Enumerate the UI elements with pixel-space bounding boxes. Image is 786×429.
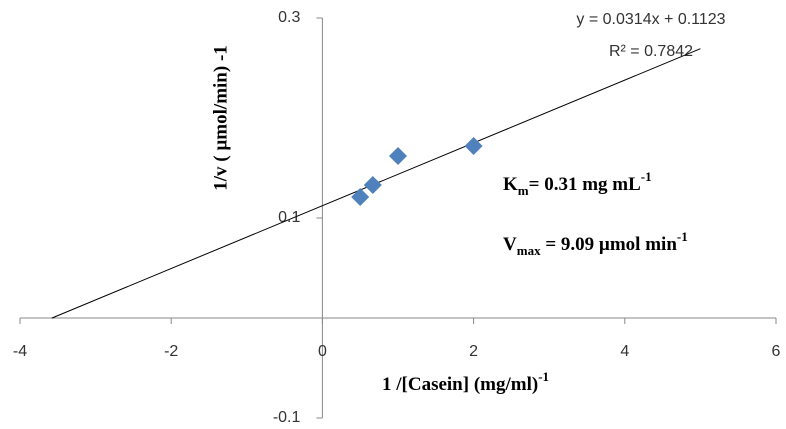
km-text: = 0.31 mg mL (529, 174, 641, 195)
equation: y = 0.0314x + 0.1123 (576, 11, 725, 28)
vmax-text: = 9.09 µmol min (541, 234, 678, 255)
y-axis-label: 1/v ( µmol/min) -1 (210, 45, 231, 191)
km-annotation: Km= 0.31 mg mL-1 (503, 169, 652, 198)
x-axis-label-text: 1 /[Casein] (mg/ml) (382, 374, 538, 395)
x-tick-label: 0 (318, 343, 327, 360)
vmax-symbol: V (503, 234, 517, 255)
vmax-sub: max (517, 243, 541, 258)
x-axis-label: 1 /[Casein] (mg/ml)-1 (382, 369, 549, 395)
x-tick-label: -4 (13, 343, 27, 360)
x-tick-label: 2 (469, 343, 478, 360)
km-sub: m (518, 183, 529, 198)
data-point (389, 147, 407, 165)
km-symbol: K (503, 174, 518, 195)
y-tick-label: 0.3 (278, 9, 300, 26)
data-point (464, 137, 483, 155)
km-sup: -1 (641, 169, 652, 184)
x-tick-label: 6 (772, 343, 781, 360)
r-squared: R² = 0.7842 (609, 43, 693, 60)
data-point (351, 188, 370, 206)
data-point (363, 176, 382, 194)
y-tick-label: 0.1 (278, 209, 300, 226)
vmax-annotation: Vmax = 9.09 µmol min-1 (503, 229, 688, 258)
vmax-sup: -1 (677, 229, 688, 244)
x-tick-label: 4 (620, 343, 629, 360)
y-tick-label: -0.1 (273, 409, 301, 426)
x-tick-label: -2 (164, 343, 178, 360)
x-axis-label-sup: -1 (538, 369, 549, 384)
